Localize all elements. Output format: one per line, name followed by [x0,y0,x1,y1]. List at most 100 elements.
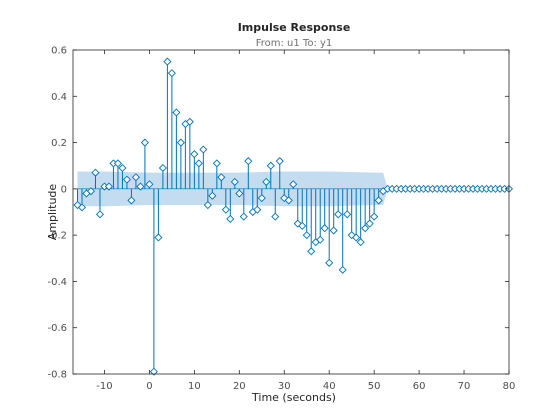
plot-area [73,50,509,374]
stem-marker [338,265,347,274]
x-tick-label: 10 [188,381,201,392]
x-axis-ticks: -10 0 10 20 30 40 50 60 70 80 [96,50,515,392]
stem-marker [486,184,496,193]
stem-marker [190,150,199,159]
y-tick-label: 0 [61,184,67,195]
stem-marker [194,159,203,168]
x-tick-label: 40 [323,381,336,392]
stem-marker [482,184,491,193]
stem-marker [275,157,284,166]
stem-marker [334,210,343,219]
stem-marker [100,182,109,191]
stem-marker [464,184,473,193]
stem-marker [424,184,433,193]
y-tick-label: -0.2 [47,231,67,242]
stem-marker [316,235,325,244]
stem-marker [392,184,401,193]
stem-marker [352,233,361,242]
stem-marker [235,189,244,198]
x-tick-label: 30 [278,381,291,392]
stem-marker [149,367,158,376]
stem-marker [298,221,307,230]
stem-marker [433,184,442,193]
stem-marker [325,258,334,267]
stem-marker [122,175,131,184]
stem-marker [410,184,419,193]
x-tick-label: 80 [503,381,516,392]
stem-marker [262,177,271,186]
y-tick-label: -0.8 [47,370,67,381]
stem-marker [113,159,122,168]
stem-marker [356,238,365,247]
stem-marker [383,184,392,193]
chart-subtitle: From: u1 To: y1 [256,38,333,49]
stem-marker [91,168,100,177]
stem-marker [203,201,212,210]
stem-marker [469,184,478,193]
stem-marker [307,247,316,256]
stem-marker [136,182,145,191]
stem-marker [428,184,437,193]
stem-marker [154,233,163,242]
stem-marker [455,184,464,193]
stem-marker [397,184,406,193]
stem-marker [320,224,329,233]
stem-marker [127,196,136,205]
axes-box [72,49,510,375]
stem-marker [289,180,298,189]
y-tick-label: 0.4 [51,92,67,103]
stem-marker [212,159,221,168]
x-tick-label: 60 [413,381,426,392]
stem-marker [302,231,311,240]
stem-marker [239,212,248,221]
stem-marker [167,69,176,78]
x-tick-label: -10 [96,381,112,392]
stem-marker [460,184,469,193]
stem-marker [163,57,172,66]
stem-marker [361,224,370,233]
stem-marker [365,219,374,228]
stem-marker [343,210,352,219]
stem-marker [244,157,253,166]
stem-marker [77,203,87,212]
stem-marker [437,184,446,193]
stem-marker [118,163,127,173]
stem-marker [86,187,96,196]
stem-marker [217,173,226,182]
stem-marker [172,108,181,117]
stem-marker [257,194,266,203]
x-tick-label: 50 [368,381,381,392]
stem-marker [374,196,383,205]
stem-marker [401,184,410,193]
stem-marker [140,138,149,147]
stem-marker [478,184,487,193]
stem-marker [495,184,505,193]
stem-marker [104,182,113,191]
y-tick-label: -0.4 [47,277,67,288]
stem-series [73,57,514,376]
y-tick-label: -0.6 [47,323,67,334]
stem-marker [226,214,235,223]
stem-marker [388,184,397,193]
stem-marker [491,184,500,193]
stem-marker [221,205,230,214]
x-tick-label: 20 [233,381,246,392]
stem-marker [158,163,167,173]
stem-marker [451,184,460,193]
y-axis-ticks: -0.8 -0.6 -0.4 -0.2 0 0.2 0.4 0.6 [47,46,509,381]
x-axis-label: Time (seconds) [251,391,336,404]
y-axis-label: Amplitude [46,184,59,241]
stem-marker [131,173,140,182]
stem-marker [446,184,455,193]
y-tick-label: 0.2 [51,138,67,149]
stem-marker [199,145,208,154]
stem-marker [271,212,280,221]
y-tick-label: 0.6 [51,46,67,57]
stem-marker [419,184,428,193]
stem-marker [208,191,217,200]
stem-marker [284,196,293,205]
stem-marker [253,205,262,214]
stem-marker [442,184,451,193]
stem-marker [370,212,379,221]
